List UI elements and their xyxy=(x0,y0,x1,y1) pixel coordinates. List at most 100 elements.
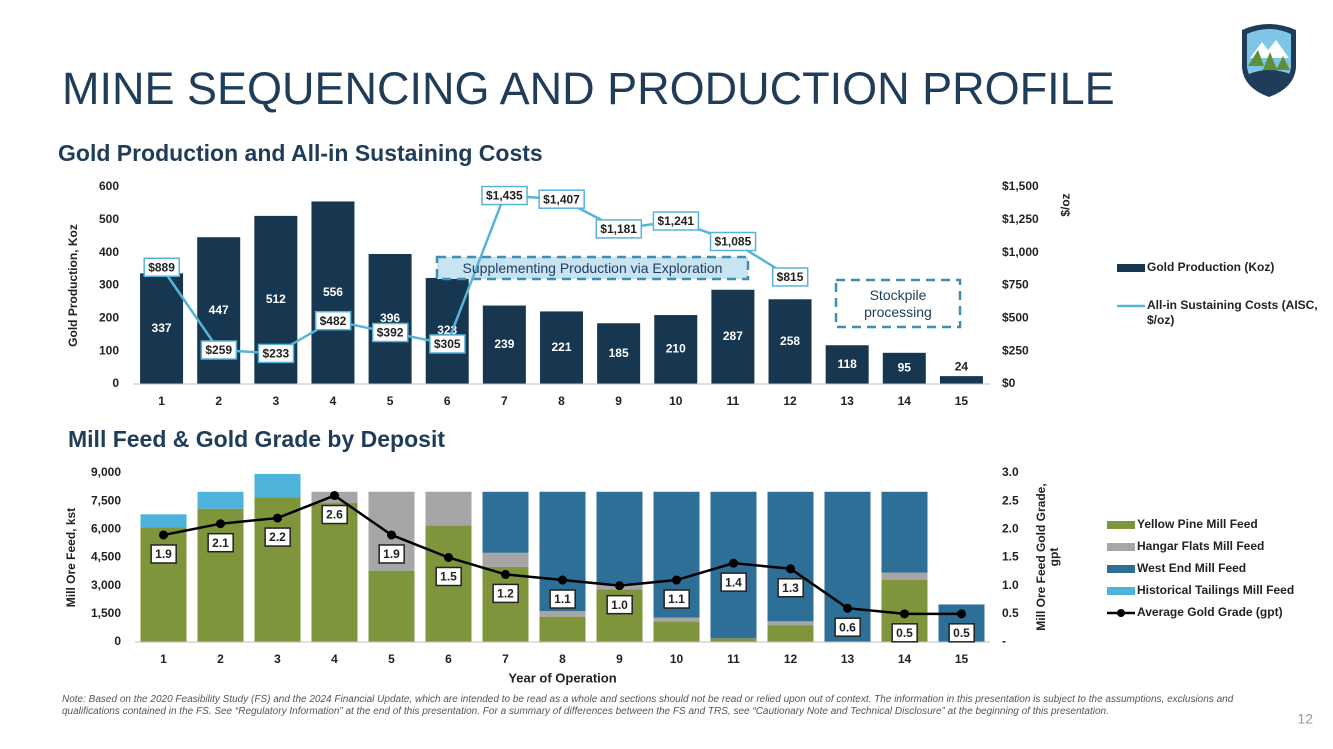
line-marker xyxy=(159,530,168,540)
line-marker xyxy=(615,581,624,591)
y-tick-label: 600 xyxy=(99,179,119,193)
y-tick-label: 7,500 xyxy=(91,493,121,507)
y2-axis-title: Mill Ore Feed Gold Grade, gpt xyxy=(1034,483,1061,631)
line-value-label-box xyxy=(143,257,180,277)
y2-tick-label: $750 xyxy=(1002,278,1029,292)
bar-value-label: 258 xyxy=(780,334,800,348)
y-axis-title: Mill Ore Feed, kst xyxy=(64,508,78,607)
line-value-label: $482 xyxy=(320,314,347,328)
line-value-label-box xyxy=(720,572,747,592)
line-value-label: 1.3 xyxy=(782,581,799,595)
line-value-label: $889 xyxy=(148,260,175,274)
bar xyxy=(425,491,472,526)
bar xyxy=(482,305,526,384)
line-marker xyxy=(843,603,852,613)
bar xyxy=(539,611,586,617)
legend-label: Average Gold Grade (gpt) xyxy=(1137,605,1283,619)
y2-tick-label: $1,500 xyxy=(1002,179,1039,193)
bar xyxy=(653,621,700,642)
line-value-label: $1,241 xyxy=(657,214,694,228)
annotation-box xyxy=(834,278,962,329)
y-tick-label: 0 xyxy=(112,376,119,390)
bar-value-label: 185 xyxy=(609,346,629,360)
line-value-label-box xyxy=(378,544,405,564)
line-value-label: 2.2 xyxy=(269,530,286,544)
logo xyxy=(1242,24,1296,97)
legend-swatch xyxy=(1107,565,1135,573)
chart-title: Gold Production and All-in Sustaining Co… xyxy=(58,140,543,166)
line-value-label-box xyxy=(207,532,234,553)
bar xyxy=(653,617,700,622)
line-value-label: $305 xyxy=(434,337,461,351)
line-marker xyxy=(957,609,966,619)
line-value-label: 1.2 xyxy=(497,587,514,601)
bar xyxy=(140,514,187,528)
bar-value-label: 221 xyxy=(551,340,571,354)
line-value-label-box xyxy=(652,211,700,231)
x-tick-label: 2 xyxy=(217,652,224,666)
legend-marker xyxy=(1117,609,1125,617)
x-tick-label: 2 xyxy=(215,394,222,408)
bar xyxy=(482,566,529,642)
y-tick-label: 1,500 xyxy=(91,606,121,620)
bar-value-label: 210 xyxy=(666,342,686,356)
line-marker xyxy=(786,564,795,574)
annotation-box xyxy=(435,255,750,281)
line-value-label-box xyxy=(200,340,238,360)
line-value-label-box xyxy=(549,589,576,609)
y-tick-label: 6,000 xyxy=(91,522,121,536)
x-tick-label: 10 xyxy=(670,652,684,666)
x-tick-label: 6 xyxy=(445,652,452,666)
y2-tick-label: $1,250 xyxy=(1002,212,1039,226)
line-value-label-box xyxy=(481,185,528,206)
legend-label: West End Mill Feed xyxy=(1137,561,1247,575)
y2-tick-label: $250 xyxy=(1002,343,1029,357)
bar-value-label: 447 xyxy=(209,303,229,317)
bar-value-label: 396 xyxy=(380,311,400,325)
x-tick-label: 3 xyxy=(272,394,279,408)
x-tick-label: 4 xyxy=(330,394,337,408)
line-value-label-box xyxy=(834,617,861,637)
y-tick-label: 200 xyxy=(99,311,119,325)
y2-tick-label: $1,000 xyxy=(1002,245,1039,259)
bar xyxy=(597,323,641,384)
line-value-label: 0.6 xyxy=(839,620,856,634)
y-tick-label: 400 xyxy=(99,245,119,259)
line-marker xyxy=(273,513,282,523)
bar xyxy=(711,289,755,384)
bar-value-label: 512 xyxy=(266,292,286,306)
x-tick-label: 11 xyxy=(727,394,740,408)
y-tick-label: 500 xyxy=(99,212,119,226)
x-tick-label: 15 xyxy=(955,652,969,666)
line-value-label: $392 xyxy=(377,326,404,340)
line-value-label-box xyxy=(771,267,809,287)
bar-value-label: 95 xyxy=(898,361,912,375)
x-tick-label: 14 xyxy=(898,652,912,666)
line-value-label-box xyxy=(492,583,519,604)
line-value-label-box xyxy=(429,334,466,354)
line-value-label: 0.5 xyxy=(896,626,913,640)
bar xyxy=(939,376,983,384)
chart-title: Mill Feed & Gold Grade by Deposit xyxy=(68,426,445,452)
bar xyxy=(881,491,928,573)
legend-label: Gold Production (Koz) xyxy=(1147,260,1275,274)
y2-tick-label: $500 xyxy=(1002,311,1029,325)
footnote: Note: Based on the 2020 Feasibility Stud… xyxy=(62,694,1234,717)
line-value-label-box xyxy=(663,589,690,609)
line-marker xyxy=(558,575,567,585)
line-marker xyxy=(387,530,396,540)
line-value-label: 1.5 xyxy=(440,570,457,584)
legend-swatch xyxy=(1117,264,1145,272)
x-tick-label: 9 xyxy=(615,394,622,408)
line-value-label-box xyxy=(150,544,177,564)
line-marker xyxy=(729,558,738,568)
x-tick-label: 5 xyxy=(387,394,394,408)
bar xyxy=(596,491,643,584)
x-tick-label: 3 xyxy=(274,652,281,666)
line-value-label: 2.1 xyxy=(212,536,229,550)
y-tick-label: 3,000 xyxy=(91,578,121,592)
bar xyxy=(710,638,757,642)
x-tick-label: 10 xyxy=(669,394,683,408)
bar xyxy=(654,315,698,384)
x-tick-label: 4 xyxy=(331,652,338,666)
